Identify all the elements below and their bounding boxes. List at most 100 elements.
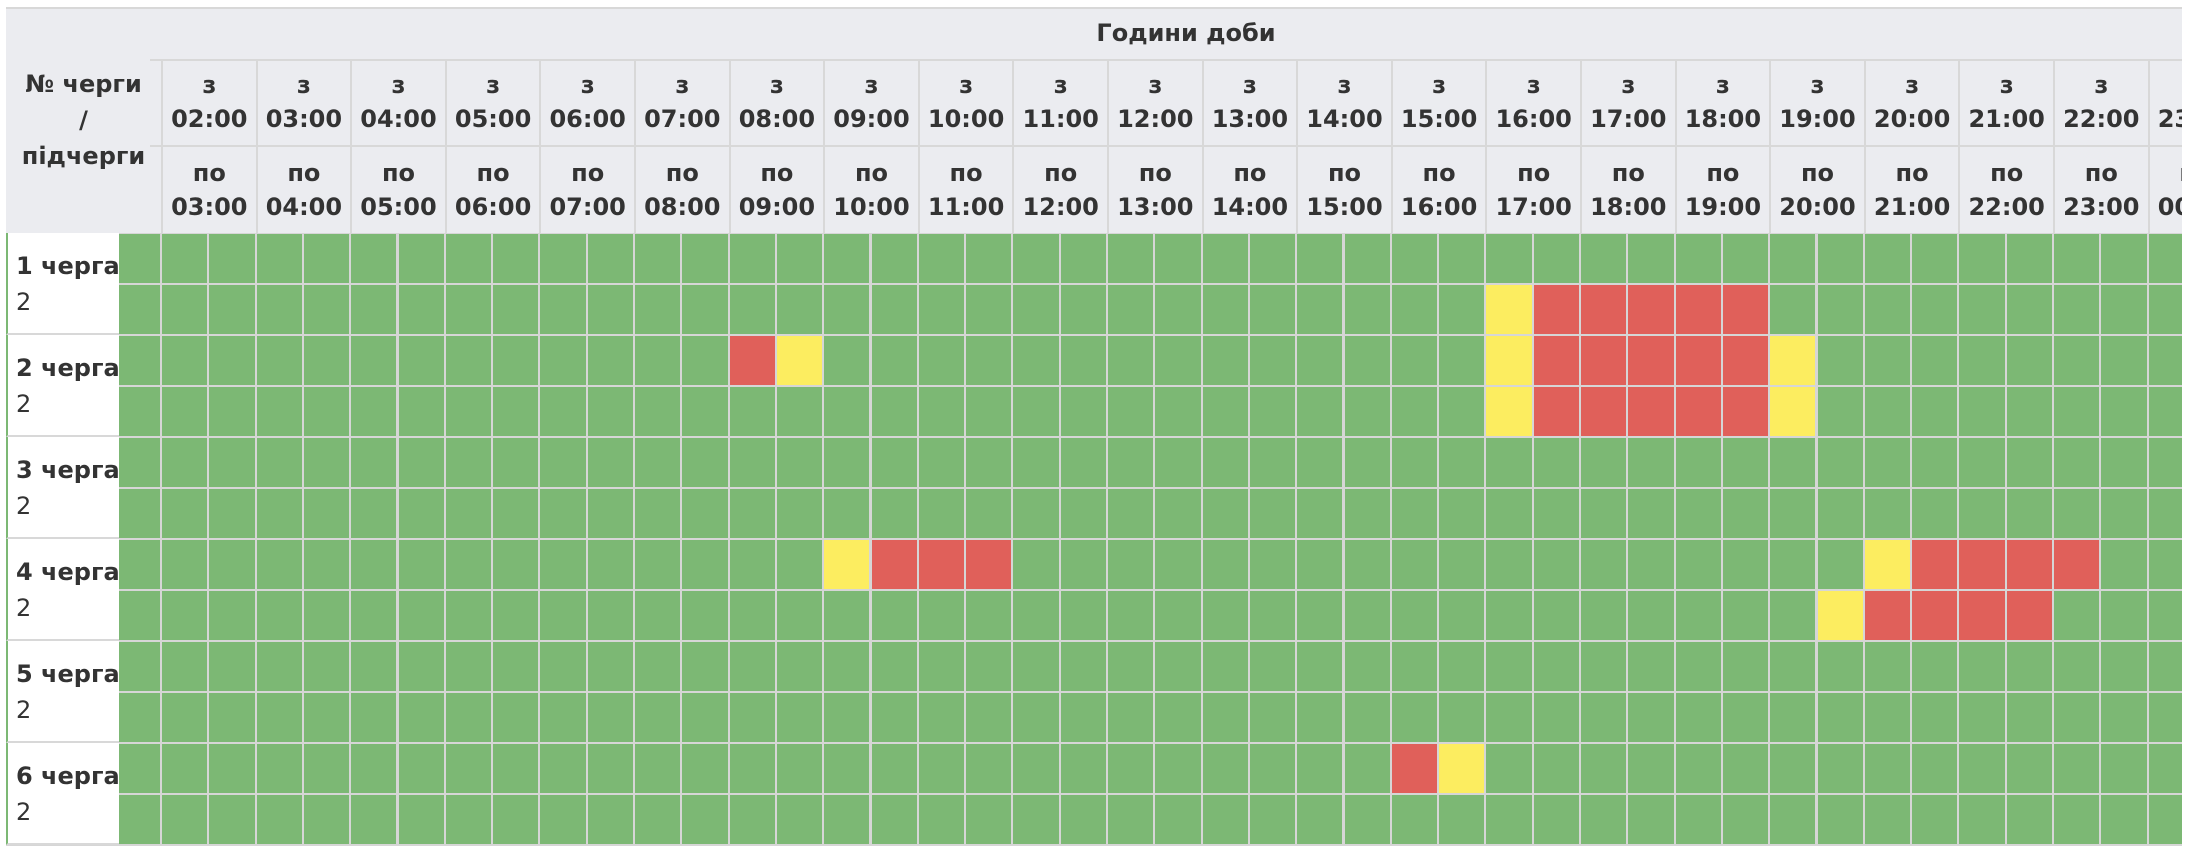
queue-label: 2 черга 2	[6, 335, 120, 437]
hour-time: 16:00	[1400, 193, 1478, 221]
schedule-cell-power-on	[1864, 795, 1911, 844]
hour-prefix: по	[760, 159, 794, 187]
schedule-cell-power-on	[729, 234, 775, 283]
hour-prefix: по	[2179, 156, 2182, 190]
schedule-cell-power-on	[587, 642, 633, 691]
schedule-cell-power-on	[1533, 693, 1579, 742]
schedule-cell-power-on	[2148, 795, 2182, 844]
schedule-cell-power-on	[1013, 642, 1059, 691]
schedule-cell-power-on	[1344, 591, 1390, 640]
schedule-cell-power-on	[540, 234, 586, 283]
schedule-cell-power-off	[1391, 744, 1438, 793]
schedule-cell-power-on	[1533, 744, 1579, 793]
schedule-cell-power-on	[493, 234, 539, 283]
hour-prefix: по	[1233, 159, 1267, 187]
schedule-cell-power-on	[587, 591, 633, 640]
schedule-cell-power-on	[303, 795, 350, 844]
hour-time: 22:00	[2063, 105, 2140, 133]
schedule-cell-power-on	[303, 642, 350, 691]
schedule-cell-power-on	[1155, 744, 1201, 793]
schedule-cell-power-on	[1202, 438, 1248, 487]
schedule-cell-power-on	[1297, 642, 1343, 691]
schedule-cell-power-on	[776, 591, 823, 640]
schedule-cell-power-on	[966, 234, 1012, 283]
hour-prefix: з	[202, 71, 217, 99]
schedule-cell-power-on	[682, 489, 728, 538]
queue-name: 1 черга	[16, 252, 120, 280]
schedule-table[interactable]: Години доби № черги / підчерги з 02:00 по 0…	[6, 7, 2182, 847]
schedule-cell-power-on	[398, 387, 444, 436]
schedule-cell-power-on	[729, 387, 775, 436]
hour-time: 19:00	[1779, 105, 1856, 133]
hour-header-from: з 09:00	[823, 59, 918, 145]
schedule-cell-power-on	[1581, 489, 1627, 538]
hour-prefix: з	[769, 71, 784, 99]
schedule-cell-power-on	[1155, 285, 1201, 334]
schedule-cell-power-on	[966, 744, 1012, 793]
hour-time: 13:00	[1117, 193, 1194, 221]
schedule-cell-power-off	[1912, 591, 1958, 640]
schedule-cell-power-on	[256, 387, 302, 436]
schedule-cell-power-on	[2101, 489, 2147, 538]
schedule-cell-power-on	[1297, 336, 1343, 385]
schedule-cell-power-on	[682, 693, 728, 742]
subqueue-number: 2	[16, 798, 32, 826]
schedule-cell-power-on	[1770, 438, 1816, 487]
schedule-cell-power-on	[2054, 693, 2100, 742]
schedule-cell-power-on	[1202, 591, 1248, 640]
queue-name: 5 черга	[16, 660, 120, 688]
schedule-cell-power-on	[1959, 387, 2005, 436]
schedule-cell-power-off	[1675, 285, 1721, 334]
hour-header-from: з 05:00	[444, 59, 540, 145]
schedule-cell-power-on	[2006, 693, 2052, 742]
schedule-cell-power-on	[1864, 285, 1911, 334]
schedule-cell-power-on	[1486, 693, 1532, 742]
schedule-cell-power-on	[682, 540, 728, 589]
schedule-cell-power-on	[1013, 285, 1059, 334]
schedule-cell-power-on	[824, 693, 870, 742]
schedule-cell-power-on	[1770, 693, 1816, 742]
schedule-cell-power-on	[1864, 234, 1911, 283]
schedule-cell-power-on	[682, 744, 728, 793]
hour-prefix: по	[1044, 159, 1078, 187]
schedule-cell-power-on	[445, 489, 492, 538]
schedule-cell-power-on	[635, 489, 681, 538]
schedule-cell-power-off	[1628, 285, 1674, 334]
schedule-cell-power-on	[1344, 540, 1390, 589]
schedule-cell-power-on	[871, 591, 917, 640]
schedule-cell-power-on	[1912, 795, 1958, 844]
schedule-cell-power-on	[1344, 285, 1390, 334]
hour-time: 21:00	[1873, 193, 1951, 221]
schedule-cell-power-on	[587, 795, 633, 844]
schedule-cell-power-on	[1108, 591, 1154, 640]
schedule-cell-power-on	[209, 642, 255, 691]
hour-time: 10:00	[927, 105, 1005, 133]
schedule-cell-power-on	[1722, 489, 1769, 538]
schedule-cell-power-on	[918, 795, 965, 844]
schedule-cell-power-on	[114, 744, 160, 793]
schedule-cell-power-on	[2148, 591, 2182, 640]
hour-time: 09:00	[833, 105, 910, 133]
hour-time: 14:00	[1211, 193, 1289, 221]
queue-label: 4 черга 2	[6, 539, 120, 641]
schedule-cell-power-on	[256, 744, 302, 793]
schedule-cell-power-on	[776, 693, 823, 742]
hour-header-from: з 06:00	[539, 59, 634, 145]
schedule-cell-power-on	[1297, 795, 1343, 844]
schedule-cell-power-on	[1344, 693, 1390, 742]
schedule-cell-power-on	[1297, 591, 1343, 640]
schedule-cell-power-on	[1060, 285, 1106, 334]
schedule-cell-power-on	[824, 744, 870, 793]
schedule-cell-power-on	[1912, 693, 1958, 742]
schedule-cell-power-on	[540, 693, 586, 742]
schedule-cell-power-on	[540, 591, 586, 640]
schedule-cell-power-on	[1060, 642, 1106, 691]
schedule-cell-power-on	[162, 795, 208, 844]
schedule-cell-power-on	[729, 744, 775, 793]
hour-time: 06:00	[549, 105, 626, 133]
schedule-cell-power-on	[776, 489, 823, 538]
hour-prefix: з	[1810, 71, 1825, 99]
schedule-cell-power-on	[1391, 795, 1438, 844]
schedule-cell-power-on	[114, 336, 160, 385]
schedule-cell-power-on	[303, 693, 350, 742]
